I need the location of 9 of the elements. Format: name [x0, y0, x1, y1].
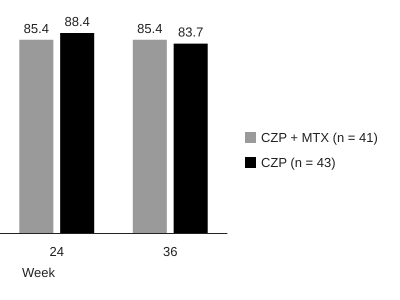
- data-label: 85.4: [24, 20, 49, 36]
- x-tick-label: 36: [163, 244, 178, 259]
- x-axis-title: Week: [22, 265, 56, 280]
- legend-label: CZP + MTX (n = 41): [261, 130, 378, 145]
- x-tick-label: 24: [50, 244, 64, 259]
- legend-label: CZP (n = 43): [261, 155, 336, 170]
- data-label: 88.4: [64, 14, 90, 29]
- data-label: 83.7: [178, 24, 204, 40]
- data-label: 85.4: [137, 20, 162, 36]
